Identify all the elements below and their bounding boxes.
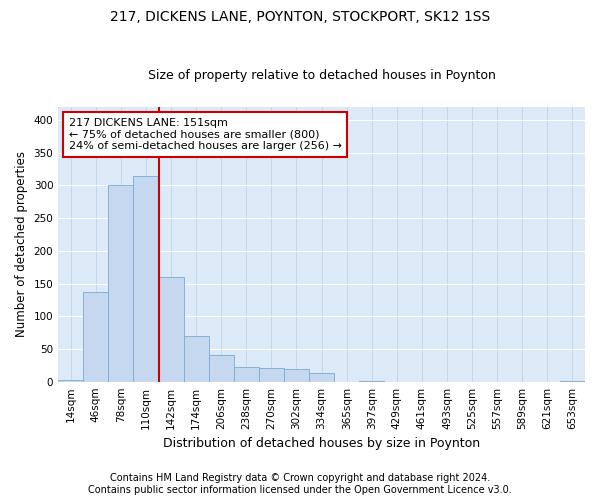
Bar <box>83 292 109 382</box>
Bar <box>109 186 133 382</box>
Bar <box>259 368 284 382</box>
Bar <box>184 336 209 382</box>
Bar <box>284 368 309 382</box>
Bar <box>158 277 184 382</box>
Bar <box>560 381 585 382</box>
Bar <box>58 380 83 382</box>
Title: Size of property relative to detached houses in Poynton: Size of property relative to detached ho… <box>148 69 496 82</box>
Text: Contains HM Land Registry data © Crown copyright and database right 2024.
Contai: Contains HM Land Registry data © Crown c… <box>88 474 512 495</box>
Bar <box>234 368 259 382</box>
Bar <box>359 381 385 382</box>
Text: 217 DICKENS LANE: 151sqm
← 75% of detached houses are smaller (800)
24% of semi-: 217 DICKENS LANE: 151sqm ← 75% of detach… <box>69 118 342 151</box>
Text: 217, DICKENS LANE, POYNTON, STOCKPORT, SK12 1SS: 217, DICKENS LANE, POYNTON, STOCKPORT, S… <box>110 10 490 24</box>
Bar <box>209 356 234 382</box>
Bar <box>309 373 334 382</box>
Bar <box>133 176 158 382</box>
X-axis label: Distribution of detached houses by size in Poynton: Distribution of detached houses by size … <box>163 437 480 450</box>
Y-axis label: Number of detached properties: Number of detached properties <box>15 151 28 337</box>
